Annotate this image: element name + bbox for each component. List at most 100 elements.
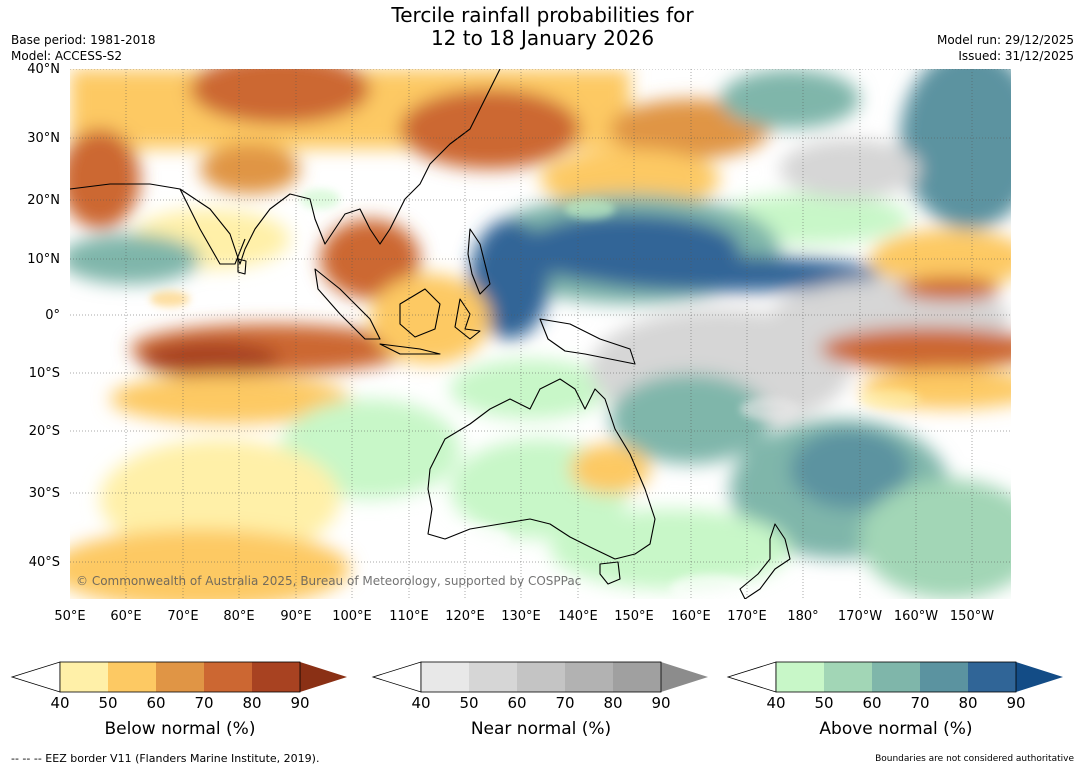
base-period: Base period: 1981-2018 <box>11 33 156 47</box>
above-normal-label: Above normal (%) <box>819 719 973 739</box>
colorbar-near-normal <box>371 661 708 693</box>
colorbar-below-swatch-4 <box>204 662 252 692</box>
colorbar-near-swatch-5 <box>613 662 661 692</box>
above-tick-90: 90 <box>1006 694 1026 712</box>
colorbar-near-swatch-1 <box>421 662 469 692</box>
india-outline <box>179 188 246 265</box>
above-tick-80: 80 <box>958 694 978 712</box>
probability-shading <box>70 69 1011 599</box>
sumatra-coast <box>314 268 381 340</box>
new-zealand-coast <box>739 523 791 599</box>
map-svg <box>70 69 1011 599</box>
colorbar-above-swatch-2 <box>824 662 872 692</box>
map-title: Tercile rainfall probabilities for 12 to… <box>0 4 1085 50</box>
sulawesi-coast <box>454 298 481 340</box>
below-normal-label: Below normal (%) <box>104 719 256 739</box>
title-line-2: 12 to 18 January 2026 <box>430 26 655 50</box>
lon-label-100e: 100°E <box>332 609 372 624</box>
lon-label-170e: 170°E <box>727 609 767 624</box>
lon-label-150e: 150°E <box>614 609 654 624</box>
meta-left: Base period: 1981-2018 Model: ACCESS-S2 <box>11 32 156 64</box>
lon-label-110e: 110°E <box>389 609 429 624</box>
lat-label-30n: 30°N <box>27 131 60 146</box>
colorbar-near-swatch-4 <box>565 662 613 692</box>
tasmania-coast <box>599 561 621 585</box>
lat-label-10s: 10°S <box>28 366 60 381</box>
colorbar-near-start <box>371 661 422 693</box>
probability-map <box>70 69 1011 599</box>
lon-label-130e: 130°E <box>501 609 541 624</box>
above-tick-40: 40 <box>766 694 786 712</box>
colorbar-above-swatch-1 <box>776 662 824 692</box>
colorbar-below-swatch-1 <box>60 662 108 692</box>
lon-label-70e: 70°E <box>167 609 199 624</box>
java-coast <box>379 343 441 355</box>
asia-coast <box>70 69 501 265</box>
colorbar-above-swatch-3 <box>872 662 920 692</box>
above-tick-60: 60 <box>862 694 882 712</box>
colorbar-below-swatch-5 <box>252 662 300 692</box>
model-run: Model run: 29/12/2025 <box>936 33 1074 47</box>
borneo-coast <box>399 288 441 338</box>
issued-date: Issued: 31/12/2025 <box>958 49 1074 63</box>
lat-label-20n: 20°N <box>27 193 60 208</box>
colorbar-above-normal <box>726 661 1063 693</box>
lon-label-170w: 170°W <box>837 609 883 624</box>
colorbar-below-normal <box>10 661 347 693</box>
lat-label-0: 0° <box>45 308 60 323</box>
coastlines <box>70 69 791 599</box>
near-normal-label: Near normal (%) <box>470 719 612 739</box>
australia-coast <box>427 378 656 560</box>
below-tick-80: 80 <box>242 694 262 712</box>
colorbar-below-start <box>10 661 61 693</box>
below-tick-50: 50 <box>98 694 118 712</box>
lon-label-60e: 60°E <box>110 609 142 624</box>
sri-lanka-coast <box>237 258 247 275</box>
lon-label-180: 180° <box>787 609 819 624</box>
below-tick-60: 60 <box>146 694 166 712</box>
lat-label-40s: 40°S <box>28 555 60 570</box>
lat-label-20s: 20°S <box>28 424 60 439</box>
colorbar-below-swatch-3 <box>156 662 204 692</box>
lon-label-90e: 90°E <box>280 609 312 624</box>
colorbar-near-swatch-3 <box>517 662 565 692</box>
colorbar-above-extend <box>1016 662 1063 692</box>
colorbars-svg <box>10 661 1063 693</box>
lon-label-80e: 80°E <box>223 609 255 624</box>
near-tick-60: 60 <box>507 694 527 712</box>
boundaries-disclaimer: Boundaries are not considered authoritat… <box>875 754 1074 764</box>
gridlines <box>70 69 1011 599</box>
lat-label-40n: 40°N <box>27 62 60 77</box>
new-guinea-coast <box>539 318 636 365</box>
philippines-coast <box>467 228 491 295</box>
lon-label-160w: 160°W <box>893 609 939 624</box>
colorbar-below-extend <box>300 662 347 692</box>
lon-label-120e: 120°E <box>445 609 485 624</box>
below-tick-40: 40 <box>50 694 70 712</box>
near-tick-80: 80 <box>603 694 623 712</box>
colorbar-above-swatch-5 <box>968 662 1016 692</box>
near-tick-70: 70 <box>555 694 575 712</box>
below-tick-90: 90 <box>290 694 310 712</box>
lon-label-140e: 140°E <box>558 609 598 624</box>
near-tick-50: 50 <box>459 694 479 712</box>
copyright-notice: © Commonwealth of Australia 2025, Bureau… <box>76 574 582 588</box>
above-tick-70: 70 <box>910 694 930 712</box>
above-tick-50: 50 <box>814 694 834 712</box>
model-name: Model: ACCESS-S2 <box>11 49 123 63</box>
probability-detail <box>150 189 920 599</box>
below-tick-70: 70 <box>194 694 214 712</box>
near-tick-90: 90 <box>651 694 671 712</box>
lon-label-160e: 160°E <box>671 609 711 624</box>
colorbar-above-start <box>726 661 777 693</box>
lon-label-150w: 150°W <box>949 609 995 624</box>
eez-border-note: -- -- -- EEZ border V11 (Flanders Marine… <box>11 752 320 765</box>
lat-label-10n: 10°N <box>27 252 60 267</box>
colorbar-near-swatch-2 <box>469 662 517 692</box>
colorbar-near-extend <box>661 662 708 692</box>
colorbar-above-swatch-4 <box>920 662 968 692</box>
meta-right: Model run: 29/12/2025 Issued: 31/12/2025 <box>937 32 1074 64</box>
title-line-1: Tercile rainfall probabilities for <box>391 3 694 27</box>
lat-label-30s: 30°S <box>28 486 60 501</box>
lon-label-50e: 50°E <box>54 609 86 624</box>
